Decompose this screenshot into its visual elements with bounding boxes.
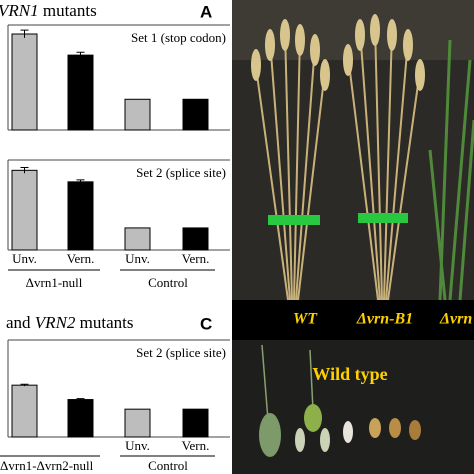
wheat-heads: [251, 14, 425, 91]
bar: [11, 33, 38, 131]
bar-label: Vern.: [182, 438, 210, 453]
label-strip: [232, 300, 474, 340]
set-label: Set 2 (splice site): [136, 165, 226, 180]
bar: [124, 227, 151, 251]
group-label: Control: [148, 458, 188, 473]
bar: [11, 384, 38, 438]
group-label: Δvrn1-null: [26, 275, 83, 290]
green-plants: [428, 39, 474, 301]
bar-label: Unv.: [125, 251, 150, 266]
genotype-label: Δvrn-B1: [356, 311, 413, 328]
error-bar: [20, 29, 29, 38]
tape: [268, 215, 320, 225]
photo-caption: Wild type: [312, 364, 387, 384]
error-bar: [76, 179, 85, 184]
bar: [124, 408, 151, 438]
genotype-label: WT: [293, 311, 318, 328]
gene: VRN1: [0, 1, 39, 20]
bar: [67, 54, 94, 131]
bar-label: Unv.: [125, 438, 150, 453]
spikelets: [259, 344, 421, 457]
title-text: mutants: [75, 313, 133, 332]
error-bar: [76, 51, 85, 58]
panel-title: and VRN2 mutants: [6, 313, 134, 332]
title-text: mutants: [39, 1, 97, 20]
set-label: Set 2 (splice site): [136, 345, 226, 360]
group-label: Δvrn1-Δvrn2-null: [0, 458, 94, 473]
bar: [67, 399, 94, 438]
group-label: Control: [148, 275, 188, 290]
error-bar: [20, 383, 29, 387]
bar: [182, 408, 209, 438]
genotype-label: Δvrn: [439, 311, 472, 328]
panel-letter: C: [200, 314, 212, 333]
bar: [182, 227, 209, 251]
title-text: and: [6, 313, 35, 332]
bar-label: Vern.: [67, 251, 95, 266]
panel-title: VRN1 mutants: [0, 1, 97, 20]
set-label: Set 1 (stop codon): [131, 30, 226, 45]
error-bar: [76, 398, 85, 401]
bar: [11, 169, 38, 251]
tape: [358, 213, 408, 223]
panel-letter: A: [200, 2, 212, 21]
wheat-plants: [254, 24, 421, 301]
gene: VRN2: [35, 313, 76, 332]
bar-label: Unv.: [12, 251, 37, 266]
bar: [67, 181, 94, 251]
bar-label: Vern.: [182, 251, 210, 266]
bar: [182, 98, 209, 131]
error-bar: [20, 166, 29, 174]
bar: [124, 98, 151, 131]
